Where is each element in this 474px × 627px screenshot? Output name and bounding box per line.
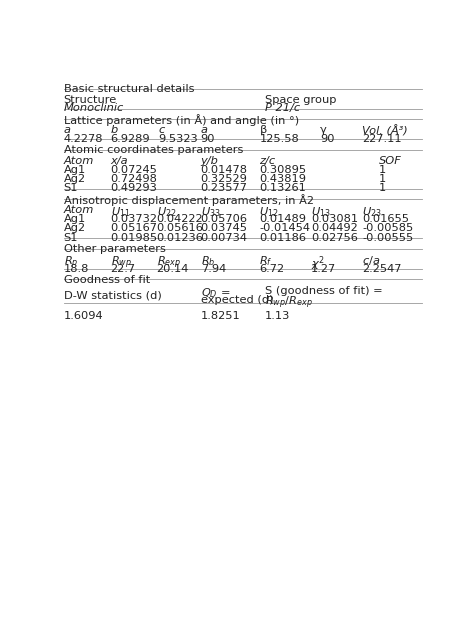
Text: 20.14: 20.14 (156, 263, 189, 273)
Text: y/b: y/b (201, 156, 219, 166)
Text: D-W statistics (d): D-W statistics (d) (64, 290, 162, 300)
Text: 90: 90 (201, 134, 215, 144)
Text: 0.23577: 0.23577 (201, 183, 248, 193)
Text: b: b (110, 125, 118, 135)
Text: 90: 90 (320, 134, 335, 144)
Text: S1: S1 (64, 233, 78, 243)
Text: 1: 1 (379, 183, 386, 193)
Text: Structure: Structure (64, 95, 117, 105)
Text: 0.03081: 0.03081 (311, 214, 358, 224)
Text: 1.6094: 1.6094 (64, 312, 103, 321)
Text: a: a (201, 125, 208, 135)
Text: 6.9289: 6.9289 (110, 134, 150, 144)
Text: P 21/c: P 21/c (265, 103, 300, 113)
Text: 0.04222: 0.04222 (156, 214, 203, 224)
Text: 9.5323: 9.5323 (158, 134, 198, 144)
Text: 0.01478: 0.01478 (201, 165, 248, 175)
Text: 0.01655: 0.01655 (362, 214, 410, 224)
Text: $\mathit{R}_f$: $\mathit{R}_f$ (259, 255, 273, 268)
Text: 0.05706: 0.05706 (201, 214, 248, 224)
Text: 1.27: 1.27 (311, 263, 336, 273)
Text: 0.43819: 0.43819 (259, 174, 307, 184)
Text: Other parameters: Other parameters (64, 244, 165, 254)
Text: 0.01236: 0.01236 (156, 233, 203, 243)
Text: $\mathit{R}_{wp}$: $\mathit{R}_{wp}$ (110, 255, 132, 271)
Text: 0.07245: 0.07245 (110, 165, 157, 175)
Text: $\mathit{U}_{12}$: $\mathit{U}_{12}$ (259, 205, 279, 219)
Text: Basic structural details: Basic structural details (64, 84, 194, 94)
Text: 1.13: 1.13 (265, 312, 291, 321)
Text: 0.05616: 0.05616 (156, 223, 203, 233)
Text: $R_{wp}/R_{exp}$: $R_{wp}/R_{exp}$ (265, 295, 313, 312)
Text: -0.00555: -0.00555 (362, 233, 413, 243)
Text: 1.8251: 1.8251 (201, 312, 240, 321)
Text: S1: S1 (64, 183, 78, 193)
Text: 0.00734: 0.00734 (201, 233, 248, 243)
Text: 0.13261: 0.13261 (259, 183, 306, 193)
Text: Ag2: Ag2 (64, 223, 86, 233)
Text: Space group: Space group (265, 95, 337, 105)
Text: Goodness of fit: Goodness of fit (64, 275, 150, 285)
Text: expected (d): expected (d) (201, 295, 273, 305)
Text: 0.03745: 0.03745 (201, 223, 248, 233)
Text: SOF: SOF (379, 156, 401, 166)
Text: 0.49293: 0.49293 (110, 183, 157, 193)
Text: $\mathit{U}_{22}$: $\mathit{U}_{22}$ (156, 205, 176, 219)
Text: 125.58: 125.58 (259, 134, 299, 144)
Text: a: a (64, 125, 71, 135)
Text: Vol. (Å³): Vol. (Å³) (362, 125, 408, 137)
Text: Ag1: Ag1 (64, 165, 86, 175)
Text: 18.8: 18.8 (64, 263, 89, 273)
Text: $\mathit{c/a}$: $\mathit{c/a}$ (362, 255, 381, 267)
Text: 0.30895: 0.30895 (259, 165, 307, 175)
Text: 0.72498: 0.72498 (110, 174, 157, 184)
Text: 22.7: 22.7 (110, 263, 136, 273)
Text: 2.2547: 2.2547 (362, 263, 402, 273)
Text: 6.72: 6.72 (259, 263, 284, 273)
Text: 227.11: 227.11 (362, 134, 402, 144)
Text: Monoclinic: Monoclinic (64, 103, 124, 113)
Text: 0.01489: 0.01489 (259, 214, 307, 224)
Text: 0.04492: 0.04492 (311, 223, 358, 233)
Text: $\mathit{U}_{13}$: $\mathit{U}_{13}$ (311, 205, 331, 219)
Text: $Q_D$ =: $Q_D$ = (201, 286, 230, 300)
Text: c: c (158, 125, 164, 135)
Text: Atom: Atom (64, 205, 94, 215)
Text: 0.32529: 0.32529 (201, 174, 247, 184)
Text: 0.05167: 0.05167 (110, 223, 158, 233)
Text: 7.94: 7.94 (201, 263, 226, 273)
Text: Lattice parameters (in Å) and angle (in °): Lattice parameters (in Å) and angle (in … (64, 114, 299, 126)
Text: 0.01186: 0.01186 (259, 233, 307, 243)
Text: 1: 1 (379, 174, 386, 184)
Text: $\mathit{U}_{23}$: $\mathit{U}_{23}$ (362, 205, 382, 219)
Text: z/c: z/c (259, 156, 275, 166)
Text: $\mathit{U}_{11}$: $\mathit{U}_{11}$ (110, 205, 130, 219)
Text: Atomic coordinates parameters: Atomic coordinates parameters (64, 145, 243, 155)
Text: 0.02756: 0.02756 (311, 233, 358, 243)
Text: 4.2278: 4.2278 (64, 134, 103, 144)
Text: $\chi^{2}$: $\chi^{2}$ (311, 255, 325, 273)
Text: $\mathit{R}_{exp}$: $\mathit{R}_{exp}$ (156, 255, 181, 271)
Text: $\mathit{R}_p$: $\mathit{R}_p$ (64, 255, 78, 271)
Text: 0.01985: 0.01985 (110, 233, 158, 243)
Text: Anisotropic displacement parameters, in Å2: Anisotropic displacement parameters, in … (64, 194, 314, 206)
Text: x/a: x/a (110, 156, 128, 166)
Text: S (goodness of fit) =: S (goodness of fit) = (265, 286, 383, 296)
Text: -0.00585: -0.00585 (362, 223, 413, 233)
Text: β: β (259, 125, 267, 135)
Text: Atom: Atom (64, 156, 94, 166)
Text: $\mathit{R}_b$: $\mathit{R}_b$ (201, 255, 215, 268)
Text: $\mathit{U}_{33}$: $\mathit{U}_{33}$ (201, 205, 220, 219)
Text: Ag1: Ag1 (64, 214, 86, 224)
Text: -0.01454: -0.01454 (259, 223, 310, 233)
Text: γ: γ (320, 125, 327, 135)
Text: Ag2: Ag2 (64, 174, 86, 184)
Text: 1: 1 (379, 165, 386, 175)
Text: 0.03732: 0.03732 (110, 214, 158, 224)
